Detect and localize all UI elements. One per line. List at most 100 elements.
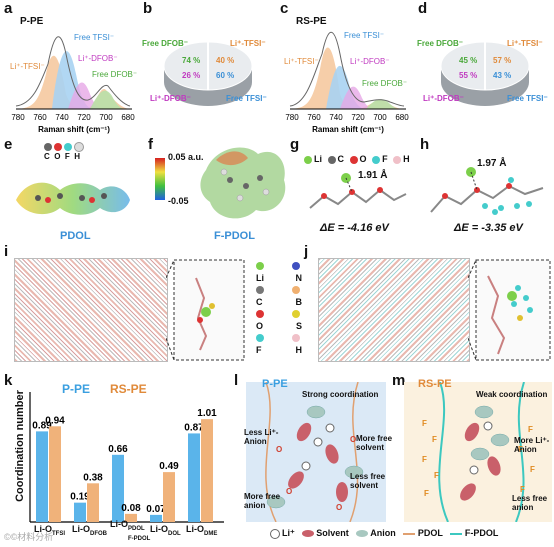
panel-label-d: d bbox=[418, 0, 428, 17]
pie-b-li-dfob: Li⁺-DFOB⁻ bbox=[150, 94, 191, 103]
panel-label-e: e bbox=[4, 136, 13, 153]
label-less-free-solvent: Less free solvent bbox=[350, 472, 386, 490]
panel-label-a: a bbox=[4, 0, 13, 17]
panel-m-title: RS-PE bbox=[418, 378, 452, 390]
scale-max: 0.05 a.u. bbox=[168, 152, 204, 162]
atom-legend-g: Li C O F H bbox=[304, 154, 410, 164]
energy-g: ΔE = -4.16 eV bbox=[320, 222, 389, 234]
pdol-esp-surface bbox=[16, 182, 130, 215]
pie-b-val-74: 74 % bbox=[182, 56, 200, 65]
energy-h: ΔE = -3.35 eV bbox=[454, 222, 523, 234]
svg-text:F: F bbox=[528, 425, 533, 434]
tick-c-0: 780 bbox=[285, 113, 299, 122]
pie-d-val-57: 57 % bbox=[493, 56, 511, 65]
bar-value-rs-pe-3: 0.49 bbox=[159, 461, 179, 472]
bar-value-p-pe-1: 0.19 bbox=[70, 492, 90, 503]
bar-rs-pe-1 bbox=[87, 483, 99, 522]
label-more-li-anion: More Li⁺-Anion bbox=[514, 436, 550, 454]
label-less-free-anion: Less free anion bbox=[512, 494, 548, 512]
tick-c-1: 760 bbox=[307, 113, 321, 122]
panel-l-title: P-PE bbox=[262, 378, 288, 390]
peak-label-c-lidfob: Li⁺-DFOB⁻ bbox=[350, 57, 390, 66]
pie-d-free-dfob: Free DFOB⁻ bbox=[417, 39, 463, 48]
pie-b-free-tfsi: Free TFSI⁻ bbox=[226, 94, 267, 103]
tick-c-4: 700 bbox=[373, 113, 387, 122]
peak-label-a-litfsi: Li⁺-TFSI⁻ bbox=[10, 62, 45, 71]
tick-a-3: 720 bbox=[77, 113, 91, 122]
panel-c-title: RS-PE bbox=[296, 16, 327, 27]
tick-a-4: 700 bbox=[99, 113, 113, 122]
bar-value-rs-pe-0: 0.94 bbox=[45, 415, 65, 426]
fpdol-esp-surface bbox=[200, 147, 286, 219]
watermark: ©©材料分析 bbox=[4, 532, 54, 542]
atom-legend-e: C O F H bbox=[44, 142, 86, 161]
cat-li-o-dme: Li-ODME bbox=[186, 524, 218, 537]
svg-text:F: F bbox=[432, 435, 437, 444]
bar-rs-pe-0 bbox=[49, 426, 61, 522]
panel-label-h: h bbox=[420, 136, 430, 153]
svg-text:F: F bbox=[422, 455, 427, 464]
pie-b-val-60: 60 % bbox=[216, 71, 234, 80]
bar-rs-pe-3 bbox=[163, 472, 175, 522]
pie-b-li-tfsi: Li⁺-TFSI⁻ bbox=[230, 39, 266, 48]
bar-p-pe-1 bbox=[74, 502, 86, 522]
panel-label-i: i bbox=[4, 243, 9, 260]
bottom-legend: Li⁺ Solvent Anion PDOL F-PDOL bbox=[270, 528, 498, 539]
panel-label-m: m bbox=[392, 372, 406, 389]
bar-value-p-pe-4: 0.87 bbox=[184, 422, 204, 433]
pie-d-val-55: 55 % bbox=[459, 71, 477, 80]
peak-label-c-freetfsi: Free TFSI⁻ bbox=[344, 31, 384, 40]
pie-b-val-40: 40 % bbox=[216, 56, 234, 65]
svg-text:F: F bbox=[422, 419, 427, 428]
svg-text:O: O bbox=[336, 503, 342, 512]
pie-b-free-dfob: Free DFOB⁻ bbox=[142, 39, 188, 48]
svg-text:O: O bbox=[276, 445, 282, 454]
md-snapshot-p-pe bbox=[14, 258, 168, 362]
md-snapshot-rs-pe bbox=[318, 258, 470, 362]
svg-text:F: F bbox=[434, 471, 439, 480]
cat-li-o-tfsi: Li-OTFSI bbox=[34, 524, 65, 537]
bar-rs-pe-2 bbox=[125, 513, 137, 522]
svg-text:O: O bbox=[350, 435, 356, 444]
pie-d-free-tfsi: Free TFSI⁻ bbox=[507, 94, 548, 103]
peak-label-c-freedfob: Free DFOB⁻ bbox=[362, 79, 407, 88]
panel-label-j: j bbox=[304, 243, 309, 260]
li-fpdol-structure bbox=[430, 167, 544, 215]
svg-text:O: O bbox=[286, 487, 292, 496]
label-more-free-anion: More free anion bbox=[244, 492, 281, 510]
pie-d-val-45: 45 % bbox=[459, 56, 477, 65]
li-pdol-structure bbox=[309, 173, 407, 209]
pie-chart-b: Free DFOB⁻ Li⁺-TFSI⁻ 74 % 40 % 26 % 60 %… bbox=[142, 39, 267, 106]
raman-spectrum-a: 780 760 740 720 700 680 Raman shift (cm⁻… bbox=[10, 33, 137, 134]
bar-p-pe-4 bbox=[188, 433, 200, 522]
label-weak-coordination: Weak coordination bbox=[476, 390, 548, 399]
cat-li-o-pdol: Li-OPDOL F-PDOL bbox=[110, 519, 151, 542]
pie-d-val-43: 43 % bbox=[493, 71, 511, 80]
xlabel-c: Raman shift (cm⁻¹) bbox=[312, 125, 384, 134]
raman-spectrum-c: 780 760 740 720 700 680 Raman shift (cm⁻… bbox=[284, 31, 409, 134]
bar-p-pe-3 bbox=[150, 514, 162, 522]
tick-c-3: 720 bbox=[351, 113, 365, 122]
panel-label-k: k bbox=[4, 372, 13, 389]
legend-rs-pe: RS-PE bbox=[110, 382, 147, 396]
peak-label-a-freetfsi: Free TFSI⁻ bbox=[74, 33, 114, 42]
tick-a-0: 780 bbox=[11, 113, 25, 122]
zoom-lines-i bbox=[166, 259, 245, 361]
panel-label-f: f bbox=[148, 136, 153, 153]
svg-text:F: F bbox=[518, 445, 523, 454]
bar-p-pe-2 bbox=[112, 454, 124, 522]
legend-p-pe: P-PE bbox=[62, 382, 91, 396]
bar-value-rs-pe-4: 1.01 bbox=[197, 408, 217, 419]
zoom-lines-j bbox=[468, 259, 551, 361]
peak-label-c-litfsi: Li⁺-TFSI⁻ bbox=[284, 57, 319, 66]
pdol-label: PDOL bbox=[60, 230, 91, 242]
panel-label-g: g bbox=[290, 136, 300, 153]
panel-label-b: b bbox=[143, 0, 153, 17]
pie-d-li-dfob: Li⁺-DFOB⁻ bbox=[423, 94, 464, 103]
cat-li-o-dfob: Li-ODFOB bbox=[72, 524, 107, 537]
k-ylabel: Coordination number bbox=[13, 390, 26, 502]
tick-a-2: 740 bbox=[55, 113, 69, 122]
tick-a-5: 680 bbox=[121, 113, 135, 122]
